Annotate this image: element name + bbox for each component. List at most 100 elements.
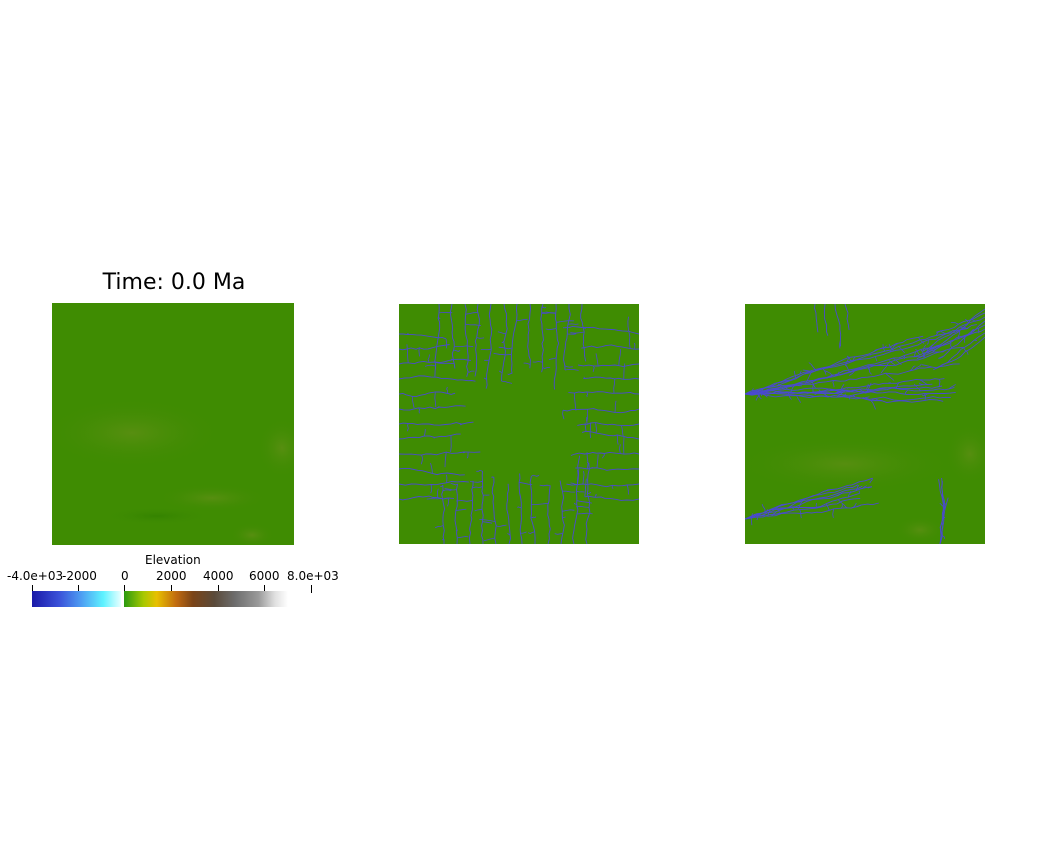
river-branch	[913, 383, 921, 392]
river-branch	[517, 506, 522, 508]
river-channel	[501, 304, 508, 382]
elevation-high-region	[945, 424, 985, 484]
river-branch	[479, 519, 496, 522]
river-channel	[399, 451, 481, 456]
river-branch	[407, 423, 409, 432]
river-branch	[545, 328, 557, 331]
river-branch	[825, 503, 830, 511]
river-branch	[595, 353, 599, 367]
river-branch	[926, 339, 929, 345]
river-branch	[576, 490, 585, 493]
elevation-view-2[interactable]	[399, 304, 639, 544]
river-channel	[510, 304, 518, 374]
river-branch	[472, 486, 483, 489]
river-branch	[564, 368, 579, 371]
river-channel	[547, 485, 551, 544]
river-branch	[576, 512, 593, 515]
elevation-view-1[interactable]	[52, 303, 294, 545]
river-branch	[949, 383, 956, 390]
river-channel	[399, 333, 447, 340]
river-branch	[866, 382, 872, 392]
river-channel	[745, 485, 863, 520]
river-channel	[491, 477, 497, 544]
river-branch	[756, 515, 758, 521]
colorbar-tick-mark	[78, 585, 79, 593]
river-branch	[842, 393, 847, 397]
river-branch	[501, 380, 513, 384]
river-branch	[921, 364, 932, 368]
river-channel	[745, 387, 956, 396]
river-branch	[562, 516, 566, 518]
river-branch	[406, 344, 409, 363]
river-network-map-3	[745, 304, 985, 544]
river-branch	[592, 365, 595, 372]
river-branch	[796, 395, 802, 403]
river-channel	[583, 376, 639, 380]
river-branch	[444, 452, 447, 468]
river-channel	[585, 462, 591, 544]
river-branch	[616, 434, 619, 445]
river-branch	[867, 364, 869, 370]
river-channel	[562, 325, 639, 335]
colorbar-tick-label: 8.0e+03	[287, 569, 339, 583]
river-branch	[482, 521, 493, 524]
river-branch	[822, 368, 827, 375]
river-channel	[449, 304, 456, 369]
river-branch	[623, 363, 626, 380]
river-branch	[628, 331, 631, 349]
river-network-map-2	[399, 304, 639, 544]
river-branch	[964, 318, 970, 324]
river-branch	[866, 383, 869, 390]
river-branch	[594, 493, 597, 498]
river-branch	[767, 509, 771, 516]
river-branch	[922, 344, 927, 352]
river-branch	[611, 485, 614, 490]
river-branch	[465, 312, 479, 315]
river-channel	[566, 483, 639, 488]
river-channel	[939, 477, 945, 544]
river-branch	[909, 365, 916, 372]
river-channel	[581, 430, 639, 440]
river-channel	[745, 324, 977, 395]
river-branch	[423, 428, 426, 437]
elevation-high-region	[257, 418, 294, 478]
colorbar-title: Elevation	[145, 553, 201, 567]
river-branch	[602, 453, 605, 459]
river-branch	[498, 370, 503, 373]
river-branch	[914, 363, 922, 370]
colorbar-negative-scale	[32, 591, 121, 607]
river-channel	[581, 344, 639, 350]
river-channel	[553, 304, 560, 390]
river-branch	[895, 382, 900, 389]
river-branch	[619, 444, 621, 454]
river-channel	[399, 433, 461, 440]
river-branch	[434, 391, 437, 408]
river-branch	[465, 323, 482, 326]
colorbar-tick-mark	[171, 585, 172, 593]
river-branch	[957, 329, 961, 340]
elevation-view-3[interactable]	[745, 304, 985, 544]
river-branch	[457, 536, 469, 539]
river-branch	[808, 362, 817, 371]
river-branch	[938, 379, 941, 388]
river-channel	[399, 375, 476, 382]
elevation-high-region	[745, 436, 955, 492]
colorbar-tick-label: 4000	[203, 569, 234, 583]
colorbar-tick-mark	[218, 585, 219, 593]
river-branch	[587, 492, 592, 495]
colorbar-tick-label: 6000	[249, 569, 280, 583]
river-channel	[913, 328, 985, 358]
river-branch	[430, 484, 432, 494]
river-branch	[468, 370, 475, 373]
river-branch	[562, 410, 565, 420]
river-branch	[940, 349, 947, 353]
river-channel	[399, 481, 469, 486]
river-branch	[418, 347, 420, 357]
river-branch	[455, 508, 467, 511]
river-branch	[750, 517, 753, 526]
river-branch	[430, 462, 433, 474]
river-channel	[834, 304, 842, 347]
time-title: Time: 0.0 Ma	[102, 270, 246, 295]
river-branch	[541, 312, 556, 314]
river-branch	[836, 390, 846, 398]
